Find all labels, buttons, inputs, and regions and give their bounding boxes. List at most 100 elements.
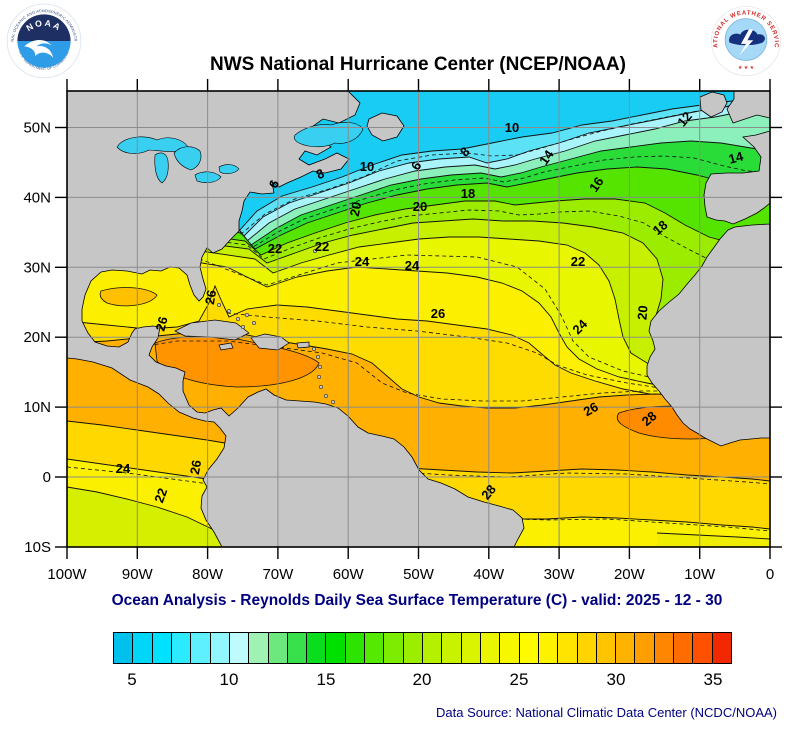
contour-label: 14 (727, 148, 746, 166)
nws-stars: ★ ★ ★ (738, 65, 755, 71)
colorbar-segment (209, 633, 229, 663)
colorbar-segment (286, 633, 307, 663)
colorbar-segment (422, 633, 442, 663)
contour-label: 22 (315, 239, 329, 254)
lat-label: 10N (23, 399, 51, 416)
colorbar-segment (364, 633, 384, 663)
island (235, 316, 241, 322)
colorbar-tick-label: 15 (316, 670, 336, 689)
island (218, 342, 234, 351)
landmass (67, 91, 525, 547)
lon-label: 60W (333, 566, 365, 583)
colorbar-segment (228, 633, 249, 663)
colorbar-segment (190, 633, 210, 663)
contour-label: 20 (347, 200, 365, 217)
contour-line-dashed (67, 209, 770, 276)
lon-label: 30W (544, 566, 576, 583)
contour-line (67, 236, 770, 384)
contour-line-dashed (67, 155, 770, 248)
lon-label: 100W (47, 566, 87, 583)
lake (154, 152, 169, 184)
lon-label: 0 (766, 566, 774, 583)
colorbar-segment (576, 633, 596, 663)
contour-label: 22 (571, 254, 585, 269)
lat-label: 50N (23, 120, 51, 137)
colorbar-tick-label: 35 (703, 670, 723, 689)
lat-label: 30N (23, 259, 51, 276)
contour-label: 26 (581, 399, 601, 419)
page-title: NWS National Hurricane Center (NCEP/NOAA… (210, 54, 626, 75)
contour-label: 24 (116, 461, 131, 476)
contour-label: 26 (187, 459, 204, 476)
map-subtitle: Ocean Analysis - Reynolds Daily Sea Surf… (111, 592, 723, 609)
colorbar-segment (499, 633, 519, 663)
lon-label: 80W (192, 566, 224, 583)
island (323, 393, 329, 399)
contour-label: 20 (634, 305, 650, 321)
colorbar-segment (537, 633, 558, 663)
colorbar-segment (306, 633, 326, 663)
contour-label: 26 (202, 289, 219, 306)
contour-label: 22 (268, 241, 282, 256)
contour-label: 26 (153, 315, 171, 333)
contour-line (67, 166, 770, 250)
ocean-band (67, 487, 237, 547)
contour-label: 24 (355, 254, 370, 269)
contour-label: 18 (461, 186, 475, 201)
colorbar-tick-label: 10 (219, 670, 239, 689)
contour-label: 16 (586, 174, 607, 194)
contour-label: 26 (431, 306, 445, 321)
colorbar-tick-label: 25 (509, 670, 529, 689)
contour-line (656, 532, 770, 540)
nws-logo: NATIONAL WEATHER SERVICE ★ ★ ★ (710, 5, 781, 76)
colorbar-segment (267, 633, 287, 663)
colorbar-tick-label: 20 (412, 670, 432, 689)
colorbar-segment (114, 633, 133, 663)
colorbar-segment (132, 633, 152, 663)
island (244, 312, 250, 318)
colorbar-segment (344, 633, 365, 663)
island (216, 302, 222, 308)
colorbar-segment (441, 633, 461, 663)
contour-label: 10 (360, 159, 374, 174)
colorbar-segment (692, 633, 712, 663)
contour-line-dashed (266, 460, 770, 485)
contour-line (67, 140, 770, 246)
contour-line-dashed (67, 466, 770, 532)
colorbar-segment (151, 633, 171, 663)
colorbar-segment (383, 633, 403, 663)
colorbar-tick-label: 30 (606, 670, 626, 689)
island (330, 399, 336, 405)
colorbar-segment (518, 633, 538, 663)
lake (173, 146, 202, 171)
island (240, 324, 246, 330)
colorbar-segment (170, 633, 191, 663)
colorbar-segment (711, 633, 731, 663)
island (315, 354, 321, 360)
lat-label: 20N (23, 329, 51, 346)
colorbar-segment (595, 633, 616, 663)
noaa-logo: NATIONAL OCEANIC AND ATMOSPHERIC ADMINIS… (6, 3, 82, 79)
colorbar-segment (325, 633, 345, 663)
island (318, 384, 324, 390)
colorbar-segment (557, 633, 577, 663)
contour-line (67, 420, 770, 482)
island (311, 346, 317, 352)
colorbar-segment (634, 633, 654, 663)
island (296, 341, 310, 349)
island (251, 320, 257, 326)
contour-label: 10 (505, 120, 519, 135)
island (250, 333, 290, 351)
island (312, 248, 318, 254)
island (316, 374, 322, 380)
colorbar-segment (673, 633, 693, 663)
lon-label: 70W (262, 566, 294, 583)
lon-label: 50W (403, 566, 435, 583)
contour-label: 22 (151, 486, 170, 505)
lat-label: 0 (43, 469, 51, 486)
colorbar-segment (248, 633, 268, 663)
contour-line (67, 250, 770, 400)
lon-label: 20W (614, 566, 646, 583)
